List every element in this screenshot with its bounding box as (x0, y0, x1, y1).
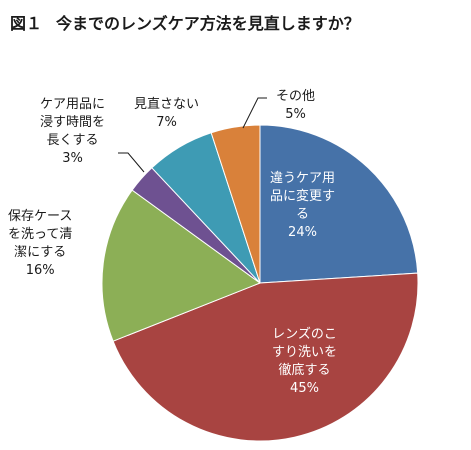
slice-label-other: その他 5% (276, 89, 316, 122)
figure-number: 図１ (10, 14, 43, 33)
slice-pct-soak-longer: 3% (62, 151, 83, 166)
slice-pct-no-review: 7% (156, 115, 177, 130)
slice-pct-other: 5% (285, 107, 306, 122)
pie-slice-switch-product (259, 124, 419, 284)
pie-slice-clean-case (101, 189, 262, 342)
title-text: 今までのレンズケア方法を見直しますか？ (56, 14, 360, 33)
pie-slice-rub-wash (112, 272, 419, 442)
slice-pct-rub-wash: 45% (290, 381, 319, 396)
slice-label-no-review: 見直さない 7% (134, 97, 200, 130)
slice-pct-clean-case: 16% (25, 263, 55, 278)
leader-line-soak-longer (118, 152, 145, 173)
slice-label-switch-product: 違うケア用 品に変更す る 24% (270, 171, 336, 240)
slice-pct-switch-product: 24% (288, 225, 317, 240)
chart-title: 図１ 今までのレンズケア方法を見直しますか？ (10, 10, 360, 34)
pie-slice-other (210, 124, 261, 284)
slice-label-soak-longer: ケア用品に 浸す時間を 長くする 3% (40, 97, 106, 166)
slice-label-clean-case: 保存ケース を洗って清 潔にする 16% (8, 209, 73, 278)
slice-label-rub-wash: レンズのこ すり洗いを 徹底する 45% (272, 327, 338, 396)
leader-line-other (242, 97, 267, 129)
